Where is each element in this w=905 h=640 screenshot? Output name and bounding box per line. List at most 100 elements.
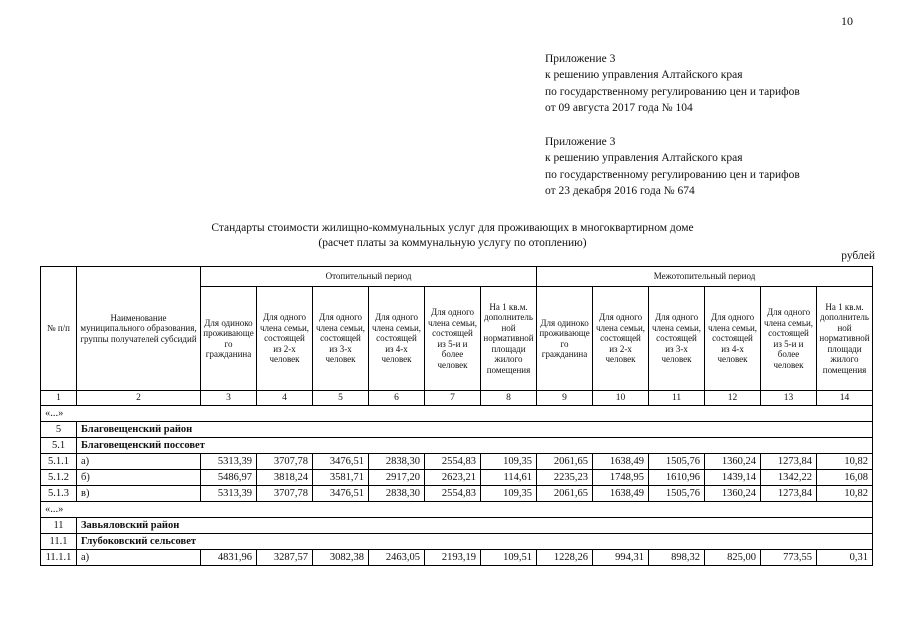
table-row: 5.1 Благовещенский поссовет — [40, 437, 874, 454]
value-cell: 1505,76 — [648, 485, 706, 502]
subheader-cell: Для одного члена семьи, состоящей из 2-х… — [592, 286, 650, 391]
row-number-cell: 11.1.1 — [40, 549, 77, 566]
table-row: 5 Благовещенский район — [40, 421, 874, 438]
value-cell: 2061,65 — [536, 485, 594, 502]
column-number-cell: 9 — [536, 390, 594, 406]
subheader-cell: Для одиноко проживающего гражданина — [536, 286, 594, 391]
column-number-cell: 14 — [816, 390, 874, 406]
value-cell: 1360,24 — [704, 453, 762, 470]
subheader-cell: Для одного члена семьи, состоящей из 3-х… — [312, 286, 369, 391]
value-cell: 1273,84 — [760, 453, 818, 470]
column-number-cell: 11 — [648, 390, 706, 406]
units-label: рублей — [841, 250, 875, 262]
value-cell: 1228,26 — [536, 549, 594, 566]
page-number: 10 — [841, 14, 853, 28]
section-name-cell: Благовещенский поссовет — [75, 437, 874, 454]
value-cell: 109,51 — [479, 549, 538, 566]
value-cell: 2554,83 — [424, 453, 481, 470]
appendix-line: от 23 декабря 2016 года № 674 — [545, 184, 695, 197]
row-number-cell: 5.1 — [40, 437, 77, 454]
value-cell: 3082,38 — [312, 549, 369, 566]
group-label-cell: в) — [76, 485, 201, 502]
section-name-cell: Завьяловский район — [75, 517, 874, 534]
value-cell: 1273,84 — [760, 485, 818, 502]
value-cell: 3707,78 — [256, 453, 313, 470]
appendix-line: Приложение 3 — [545, 53, 616, 65]
subheader-cell: Для одного члена семьи, состоящей из 5-и… — [424, 286, 481, 391]
table-row: 11.1.1 а) 4831,96 3287,57 3082,38 2463,05 2193… — [40, 549, 874, 566]
value-cell: 4831,96 — [200, 549, 257, 566]
column-number-cell: 6 — [368, 390, 425, 406]
value-cell: 109,35 — [479, 453, 538, 470]
value-cell: 1505,76 — [648, 453, 706, 470]
column-number-cell: 10 — [592, 390, 650, 406]
subheader-cell: Для одного члена семьи, состоящей из 4-х… — [704, 286, 762, 391]
value-cell: 825,00 — [704, 549, 762, 566]
table-row: 5.1.2 б) 5486,97 3818,24 3581,71 2917,20 2623,… — [40, 469, 874, 486]
value-cell: 5313,39 — [200, 453, 257, 470]
value-cell: 3581,71 — [312, 469, 369, 486]
value-cell: 2917,20 — [368, 469, 425, 486]
value-cell: 3287,57 — [256, 549, 313, 566]
value-cell: 109,35 — [479, 485, 538, 502]
table-row: «...» — [39, 501, 874, 518]
column-number-cell: 5 — [312, 390, 369, 406]
subheader-cell: Для одиноко проживающего гражданина — [200, 286, 257, 391]
value-cell: 3476,51 — [312, 485, 369, 502]
value-cell: 1342,22 — [760, 469, 818, 486]
value-cell: 5313,39 — [200, 485, 257, 502]
value-cell: 114,61 — [479, 469, 538, 486]
column-number-cell: 4 — [256, 390, 313, 406]
subheader-cell: Для одного члена семьи, состоящей из 3-х… — [648, 286, 706, 391]
value-cell: 2463,05 — [368, 549, 425, 566]
document-subtitle: (расчет платы за коммунальную услугу по … — [318, 237, 587, 249]
table-body: «...» 5 Благовещенский район 5.1 Благовещенс… — [39, 405, 874, 566]
subheader-cell: Для одного члена семьи, состоящей из 5-и… — [760, 286, 818, 391]
group-label-cell: б) — [76, 469, 201, 486]
row-number-cell: 5.1.2 — [40, 469, 77, 486]
row-number-cell: 11 — [40, 517, 77, 534]
header-group-heating-period: Отопительный период — [199, 266, 538, 287]
numbering-row: 1 2 3 4 5 6 7 8 9 10 11 12 13 14 — [40, 390, 874, 406]
value-cell: 10,82 — [816, 485, 874, 502]
value-cell: 0,31 — [816, 549, 874, 566]
group-label-cell: а) — [76, 453, 201, 470]
value-cell: 2061,65 — [536, 453, 594, 470]
value-cell: 773,55 — [760, 549, 818, 566]
value-cell: 1748,95 — [592, 469, 650, 486]
ellipsis-cell: «...» — [39, 405, 874, 422]
table-row: 5.1.3 в) 5313,39 3707,78 3476,51 2838,30 2554,… — [40, 485, 874, 502]
value-cell: 2838,30 — [368, 485, 425, 502]
column-number-cell: 1 — [40, 390, 77, 406]
column-number-cell: 12 — [704, 390, 762, 406]
row-number-cell: 11.1 — [40, 533, 77, 550]
group-label-cell: а) — [76, 549, 201, 566]
row-number-cell: 5.1.3 — [40, 485, 77, 502]
value-cell: 1638,49 — [592, 485, 650, 502]
section-name-cell: Благовещенский район — [75, 421, 874, 438]
document-title: Стандарты стоимости жилищно-коммунальных… — [211, 222, 694, 234]
appendix-line: к решению управления Алтайского края — [545, 152, 743, 165]
row-number-cell: 5.1.1 — [40, 453, 77, 470]
table-row: «...» — [39, 405, 874, 422]
appendix-block-2: Приложение 3 к решению управления Алтайс… — [545, 134, 800, 199]
value-cell: 1638,49 — [592, 453, 650, 470]
value-cell: 16,08 — [816, 469, 874, 486]
column-number-cell: 13 — [760, 390, 818, 406]
section-name-cell: Глубоковский сельсовет — [75, 533, 874, 550]
header-municipality-name: Наименование муниципального образования,… — [76, 266, 201, 391]
group-header-row: № п/п Наименование муниципального образо… — [40, 266, 874, 391]
column-number-cell: 7 — [424, 390, 481, 406]
table-row: 5.1.1 а) 5313,39 3707,78 3476,51 2838,30 2554,… — [40, 453, 874, 470]
value-cell: 1439,14 — [704, 469, 762, 486]
appendix-line: к решению управления Алтайского края — [545, 69, 743, 82]
column-number-cell: 3 — [200, 390, 257, 406]
appendix-line: по государственному регулированию цен и … — [545, 85, 800, 98]
value-cell: 2623,21 — [424, 469, 481, 486]
value-cell: 2554,83 — [424, 485, 481, 502]
header-group-interheating-period: Межотопительный период — [536, 266, 874, 287]
column-number-cell: 2 — [76, 390, 201, 406]
value-cell: 3707,78 — [256, 485, 313, 502]
row-number-cell: 5 — [40, 421, 77, 438]
